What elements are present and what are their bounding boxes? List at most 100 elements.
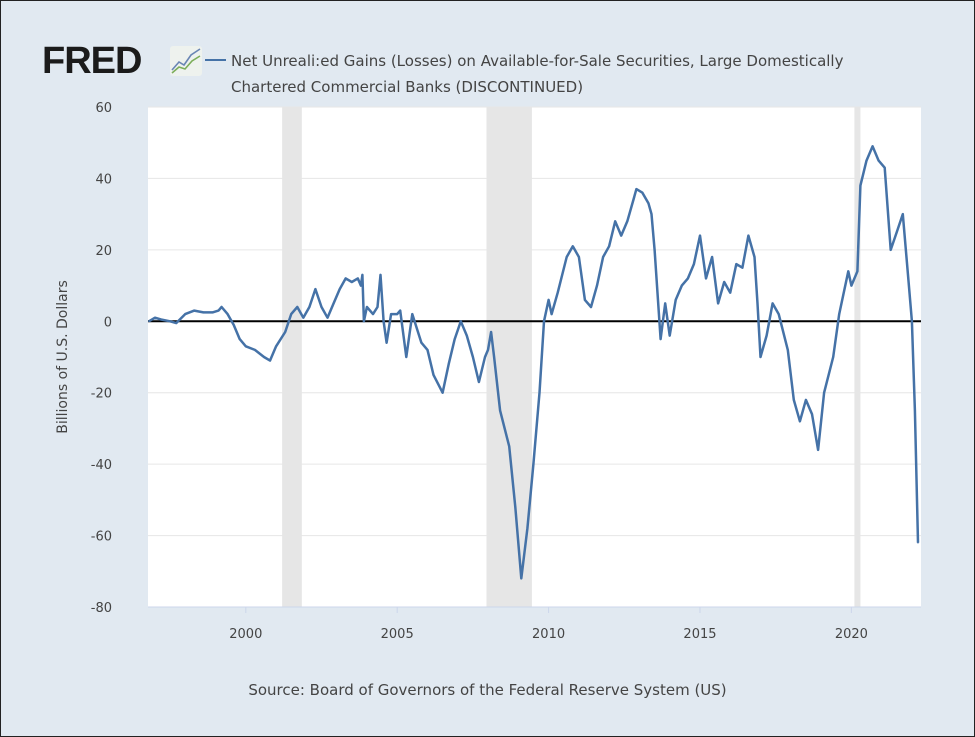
data-point [184, 313, 187, 315]
data-point [777, 313, 780, 315]
data-point [275, 345, 277, 348]
data-point [357, 277, 359, 280]
data-point [871, 145, 874, 148]
data-point [823, 391, 825, 394]
y-tick-label: -80 [91, 601, 112, 616]
data-point [202, 311, 205, 314]
data-point [889, 249, 892, 251]
data-point [405, 356, 408, 358]
data-point [838, 313, 841, 315]
data-point [326, 316, 329, 319]
data-point [432, 374, 435, 376]
y-tick-label: 0 [104, 315, 112, 330]
data-point [753, 256, 756, 258]
data-point [883, 166, 886, 169]
x-tick-label: 2010 [532, 627, 565, 642]
data-point [565, 256, 568, 258]
data-point [859, 184, 862, 187]
fred-chart-icon [170, 46, 202, 76]
data-point [699, 234, 701, 237]
data-point [805, 399, 807, 401]
data-point [217, 309, 220, 312]
data-point [614, 220, 616, 223]
series-line [148, 145, 920, 580]
data-point [538, 391, 541, 394]
data-point [550, 313, 553, 315]
data-point [411, 313, 414, 315]
data-point [308, 306, 311, 308]
data-point [220, 306, 223, 308]
x-tick-label: 2005 [381, 627, 414, 642]
data-point [668, 334, 671, 337]
data-point [399, 309, 402, 312]
x-tick-label: 2020 [835, 627, 868, 642]
data-point [811, 413, 813, 415]
data-point [856, 270, 859, 273]
data-point [284, 331, 286, 333]
data-point [626, 220, 629, 223]
data-point [490, 331, 492, 333]
data-point [160, 318, 162, 321]
data-point [332, 302, 335, 305]
data-point [372, 313, 374, 315]
data-point [877, 159, 880, 162]
x-tick-label: 2015 [683, 627, 716, 642]
data-point [532, 463, 535, 465]
data-point [296, 306, 299, 308]
data-point [376, 306, 379, 308]
data-point [584, 299, 586, 301]
data-point [632, 199, 635, 201]
data-point [747, 234, 750, 237]
data-point [659, 338, 662, 340]
data-point [847, 270, 850, 273]
data-point [441, 391, 444, 394]
data-point [653, 249, 656, 251]
y-tick-label: -60 [91, 530, 112, 545]
data-point [786, 349, 789, 351]
source-note: Source: Board of Governors of the Federa… [248, 681, 727, 699]
data-point [254, 349, 256, 351]
data-point [771, 302, 774, 305]
recession-band [854, 107, 861, 607]
data-point [735, 263, 738, 265]
plot-area [148, 107, 921, 607]
data-point [765, 334, 768, 337]
data-point [420, 341, 423, 344]
recession-band [282, 107, 302, 607]
data-point [390, 313, 392, 315]
data-point [759, 356, 762, 358]
data-point [602, 256, 604, 258]
data-point [590, 306, 592, 308]
data-point [466, 334, 468, 337]
data-point [756, 302, 759, 305]
data-point [396, 313, 398, 315]
data-point [514, 506, 517, 508]
data-point [850, 284, 853, 287]
data-point [705, 277, 707, 280]
data-point [363, 320, 365, 323]
data-point [711, 256, 713, 258]
data-point [793, 399, 795, 401]
data-point [320, 306, 323, 308]
data-point [693, 263, 695, 265]
data-point [647, 202, 650, 205]
data-point [169, 320, 171, 323]
y-tick-label: 60 [95, 101, 112, 116]
data-point [817, 449, 819, 451]
data-point [635, 188, 638, 190]
data-point [232, 324, 235, 326]
data-point [520, 577, 523, 580]
data-point [664, 302, 666, 305]
data-point [453, 338, 456, 340]
data-point [914, 409, 916, 412]
data-point [723, 281, 725, 283]
data-point [366, 306, 368, 308]
data-point [729, 291, 732, 294]
data-point [426, 349, 429, 351]
data-point [382, 320, 385, 323]
data-point [650, 213, 653, 215]
data-point [717, 302, 719, 305]
data-point [674, 299, 677, 301]
data-point [596, 284, 598, 287]
